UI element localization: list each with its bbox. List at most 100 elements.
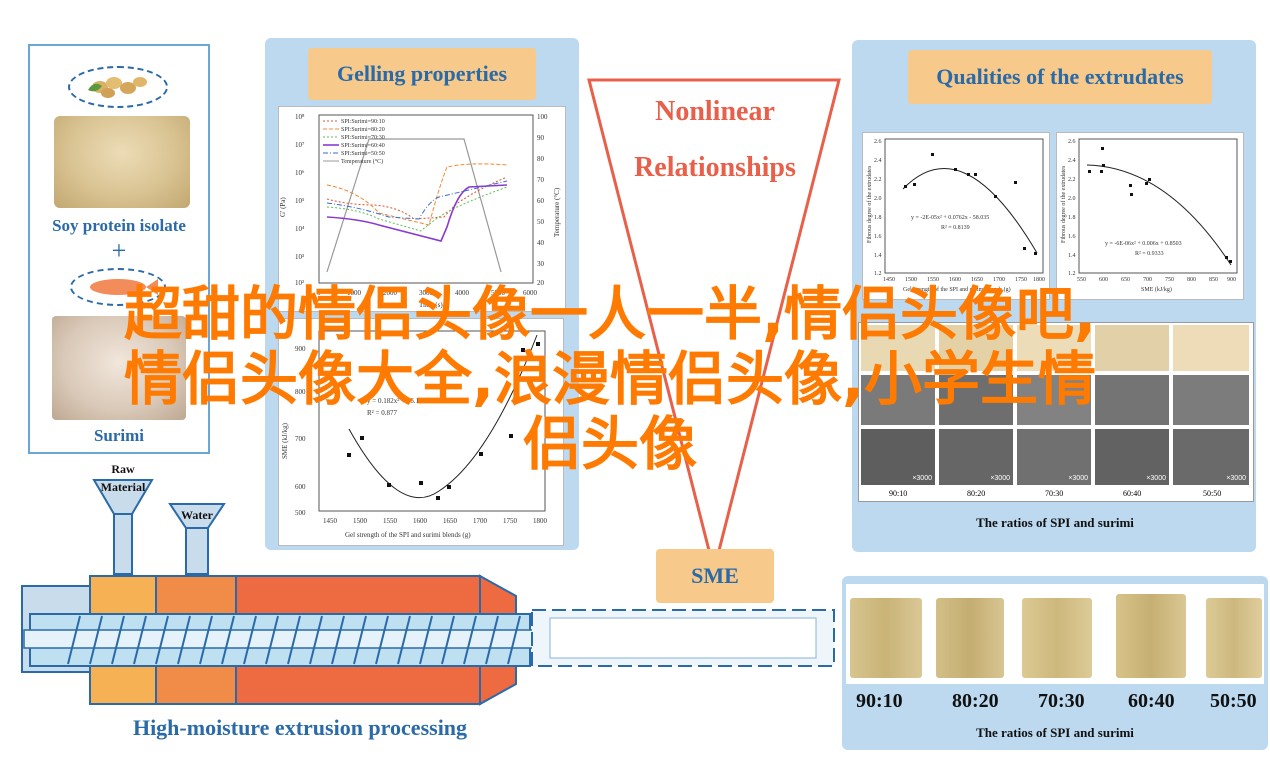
extrusion-process-label: High-moisture extrusion processing <box>132 715 468 740</box>
rheology-x-tick: 3000 <box>419 289 434 297</box>
rheology-right-tick: 30 <box>537 260 545 268</box>
overlay-line-1: 超甜的情侣头像一人一半,情侣头像吧, <box>123 280 1097 348</box>
sem-ratio-label: 70:30 <box>1045 489 1064 498</box>
relationships-label: Relationships <box>634 152 796 183</box>
fibrous-sme-point <box>1100 170 1103 173</box>
fibrous-gel-point <box>1023 247 1026 250</box>
fibrous-sme-svg: Fibrous degree of the extrudates 2.6 2.4… <box>1060 138 1238 293</box>
sme-gel-strength-svg: 900 800 700 600 500 1450 1500 1550 1600 … <box>281 330 548 539</box>
sme-y-tick: 700 <box>295 435 306 443</box>
rheology-right-tick: 50 <box>537 218 545 226</box>
fibrous-sme-r2: R² = 0.9333 <box>1135 251 1164 257</box>
sem-image: ×3000 <box>1017 429 1091 485</box>
gelling-properties-title: Gelling properties <box>308 48 536 100</box>
rheology-x-ticks: 0 1000 2000 3000 4000 5000 6000 <box>317 289 538 297</box>
sample-photo-top <box>1095 325 1169 371</box>
rheology-left-ticks: 10⁸ 10⁷ 10⁶ 10⁵ 10⁴ 10³ 10² <box>295 113 305 287</box>
fibrous-gel-points <box>904 153 1037 255</box>
sme-point <box>447 485 451 489</box>
fibrous-gel-r2: R² = 0.8139 <box>941 225 970 231</box>
rheology-x-tick: 6000 <box>523 289 538 297</box>
plus-sign: + <box>111 236 127 265</box>
sme-x-tick: 1450 <box>323 517 338 525</box>
overlay-line-2: 情侣头像大全,浪漫情侣头像,小学生情 <box>123 344 1097 413</box>
sme-y-tick: 500 <box>295 509 306 517</box>
sme-x-tick: 1500 <box>353 517 368 525</box>
sem-image: ×3000 <box>939 429 1013 485</box>
fibrous-gel-x-tick: 1750 <box>1015 277 1027 283</box>
rheology-right-tick: 90 <box>537 134 545 142</box>
series-60-40-line <box>326 184 508 242</box>
fibrous-sme-x-axis-label: SME (kJ/kg) <box>1141 286 1172 293</box>
legend-item: SPI:Surimi=80:20 <box>341 127 385 133</box>
sme-x-ticks: 1450 1500 1550 1600 1650 1700 1750 1800 <box>323 517 548 525</box>
qualities-title: Qualities of the extrudates <box>908 50 1212 104</box>
fibrous-gel-x-tick: 1650 <box>971 277 983 283</box>
fibrous-sme-x-tick: 700 <box>1143 277 1152 283</box>
fibrous-sme-y-tick: 2.0 <box>1068 196 1076 202</box>
sme-point <box>509 434 513 438</box>
fibrous-gel-point <box>974 173 977 176</box>
extrudate-sample <box>1022 598 1092 678</box>
sme-y-tick: 800 <box>295 388 306 396</box>
extrudate-ratio-label: 60:40 <box>1128 690 1175 712</box>
extrudate-photo-strip <box>846 584 1264 684</box>
fibrous-sme-x-ticks: 550 600 650 700 750 800 850 900 <box>1077 277 1236 283</box>
extrudate-sample <box>1116 594 1186 678</box>
sme-y-tick: 900 <box>295 345 306 353</box>
water-hopper <box>168 502 226 576</box>
sample-photo-top <box>861 325 935 371</box>
fibrous-sme-y-axis-label: Fibrous degree of the extrudates <box>1060 165 1067 243</box>
rheology-x-tick: 2000 <box>383 289 398 297</box>
rheology-x-tick: 5000 <box>491 289 506 297</box>
fibrous-gel-point <box>913 183 916 186</box>
fibrous-sme-point <box>1101 147 1104 150</box>
fibrous-gel-y-axis-label: Fibrous degree of the extrudates <box>866 165 873 243</box>
sample-photo-top <box>939 325 1013 371</box>
fibrous-sme-x-tick: 800 <box>1187 277 1196 283</box>
sem-image: ×3000 <box>1173 429 1249 485</box>
sem-ratio-label: 50:50 <box>1203 489 1222 498</box>
sme-x-tick: 1600 <box>413 517 428 525</box>
soybean-dish-image <box>68 66 168 108</box>
fibrous-sme-fit-curve <box>1086 164 1232 266</box>
sme-gel-strength-chart: 900 800 700 600 500 1450 1500 1550 1600 … <box>278 318 564 546</box>
rheology-chart: 10⁸ 10⁷ 10⁶ 10⁵ 10⁴ 10³ 10² 100 90 80 70… <box>278 106 566 312</box>
sem-magnification: ×3000 <box>1146 475 1166 482</box>
fibrous-gel-x-tick: 1500 <box>905 277 917 283</box>
fibrous-gel-y-tick: 2.0 <box>874 196 882 202</box>
material-label: Material <box>100 480 146 494</box>
fibrous-gel-y-tick: 2.6 <box>874 139 882 145</box>
rheology-chart-svg: 10⁸ 10⁷ 10⁶ 10⁵ 10⁴ 10³ 10² 100 90 80 70… <box>279 113 561 309</box>
sem-image: ×3000 <box>1095 429 1169 485</box>
sem-ratio-label: 60:40 <box>1123 489 1142 498</box>
sem-ratio-label: 80:20 <box>967 489 986 498</box>
fibrous-sme-point <box>1088 170 1091 173</box>
rheology-right-axis-label: Temperature (°C) <box>553 187 561 237</box>
sme-point <box>360 436 364 440</box>
rheology-right-tick: 20 <box>537 279 545 287</box>
fibrous-sme-point <box>1229 260 1232 263</box>
sme-y-ticks: 900 800 700 600 500 <box>295 345 306 517</box>
fibrous-gel-x-axis-label: Gel strength of the SPI and surimi blend… <box>903 286 1011 293</box>
extrudate-ratio-label: 80:20 <box>952 690 999 712</box>
fibrous-gel-chart: Fibrous degree of the extrudates 2.6 2.4… <box>862 132 1050 300</box>
fibrous-sme-point <box>1130 193 1133 196</box>
sem-image <box>1173 375 1249 425</box>
sem-magnification: ×3000 <box>1226 475 1246 482</box>
fibrous-sme-point <box>1148 178 1151 181</box>
fibrous-gel-y-tick: 1.4 <box>874 253 882 259</box>
fibrous-sme-y-tick: 1.4 <box>1068 253 1076 259</box>
sme-fit-curve <box>348 334 538 499</box>
sample-photo-top <box>1017 325 1091 371</box>
fibrous-gel-x-ticks: 1450 1500 1550 1600 1650 1700 1750 1800 <box>883 277 1045 283</box>
fibrous-gel-y-ticks: 2.6 2.4 2.2 2.0 1.8 1.6 1.4 1.2 <box>874 139 882 277</box>
legend-item: SPI:Surimi=70:30 <box>341 135 385 141</box>
extrudate-ratio-label: 50:50 <box>1210 690 1257 712</box>
surimi-image <box>52 316 186 420</box>
extrudate-sample <box>936 598 1004 678</box>
rheology-left-tick: 10⁴ <box>295 225 305 233</box>
fibrous-sme-y-tick: 1.2 <box>1068 271 1076 277</box>
fibrous-sme-point <box>1129 184 1132 187</box>
rheology-x-tick: 0 <box>317 289 321 297</box>
